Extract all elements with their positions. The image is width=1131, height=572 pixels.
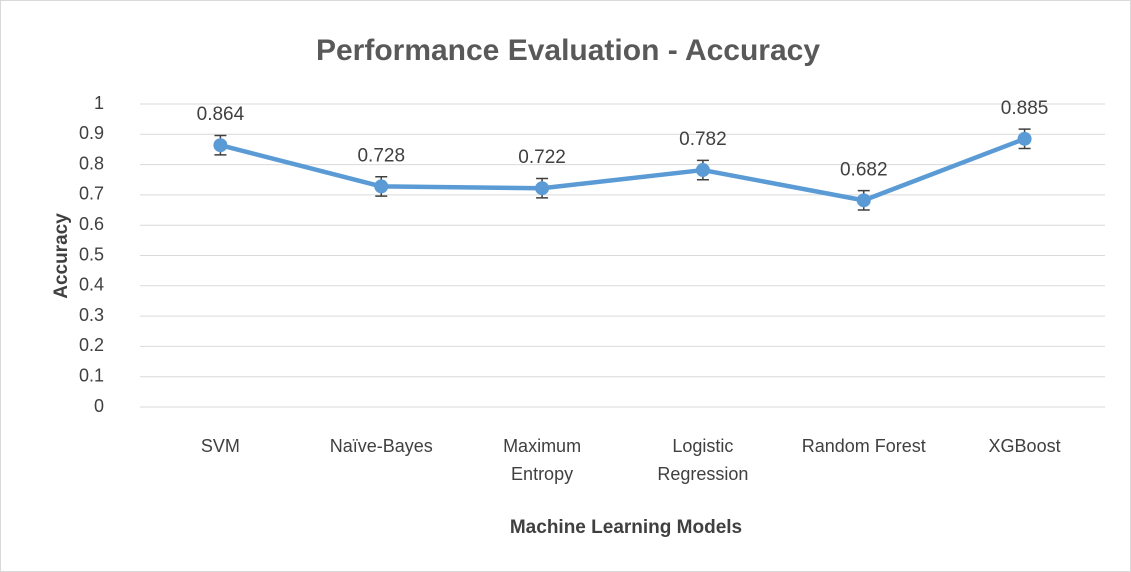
x-tick-label: Logistic Regression (657, 436, 748, 484)
x-axis-title: Machine Learning Models (510, 517, 742, 538)
marker (374, 179, 389, 194)
x-tick-label: Random Forest (802, 436, 926, 456)
y-tick-label: 0.1 (79, 365, 104, 385)
chart-title: Performance Evaluation - Accuracy (316, 34, 820, 67)
marker (1017, 131, 1032, 146)
marker (856, 193, 871, 208)
y-tick-label: 1 (94, 93, 104, 113)
y-tick-label: 0.9 (79, 123, 104, 143)
x-tick-label: SVM (201, 436, 240, 456)
y-tick-label: 0.4 (79, 275, 104, 295)
data-label: 0.782 (679, 129, 727, 150)
marker (535, 181, 550, 196)
y-tick-label: 0.3 (79, 305, 104, 325)
data-label: 0.682 (840, 159, 888, 180)
data-label: 0.885 (1001, 98, 1049, 119)
x-tick-label: XGBoost (989, 436, 1061, 456)
y-tick-label: 0.5 (79, 244, 104, 264)
data-label: 0.864 (197, 104, 245, 125)
marker (213, 138, 228, 153)
x-tick-label: Naïve-Bayes (330, 436, 433, 456)
data-label: 0.722 (518, 147, 566, 168)
y-tick-label: 0.6 (79, 214, 104, 234)
marker (695, 163, 710, 178)
y-tick-label: 0.8 (79, 153, 104, 173)
y-tick-label: 0.2 (79, 335, 104, 355)
line (219, 136, 1026, 203)
y-tick-label: 0.7 (79, 184, 104, 204)
y-tick-label: 0 (94, 396, 104, 416)
y-axis-title: Accuracy (51, 213, 72, 299)
x-tick-label: Maximum Entropy (503, 436, 581, 484)
data-label: 0.728 (357, 145, 405, 166)
